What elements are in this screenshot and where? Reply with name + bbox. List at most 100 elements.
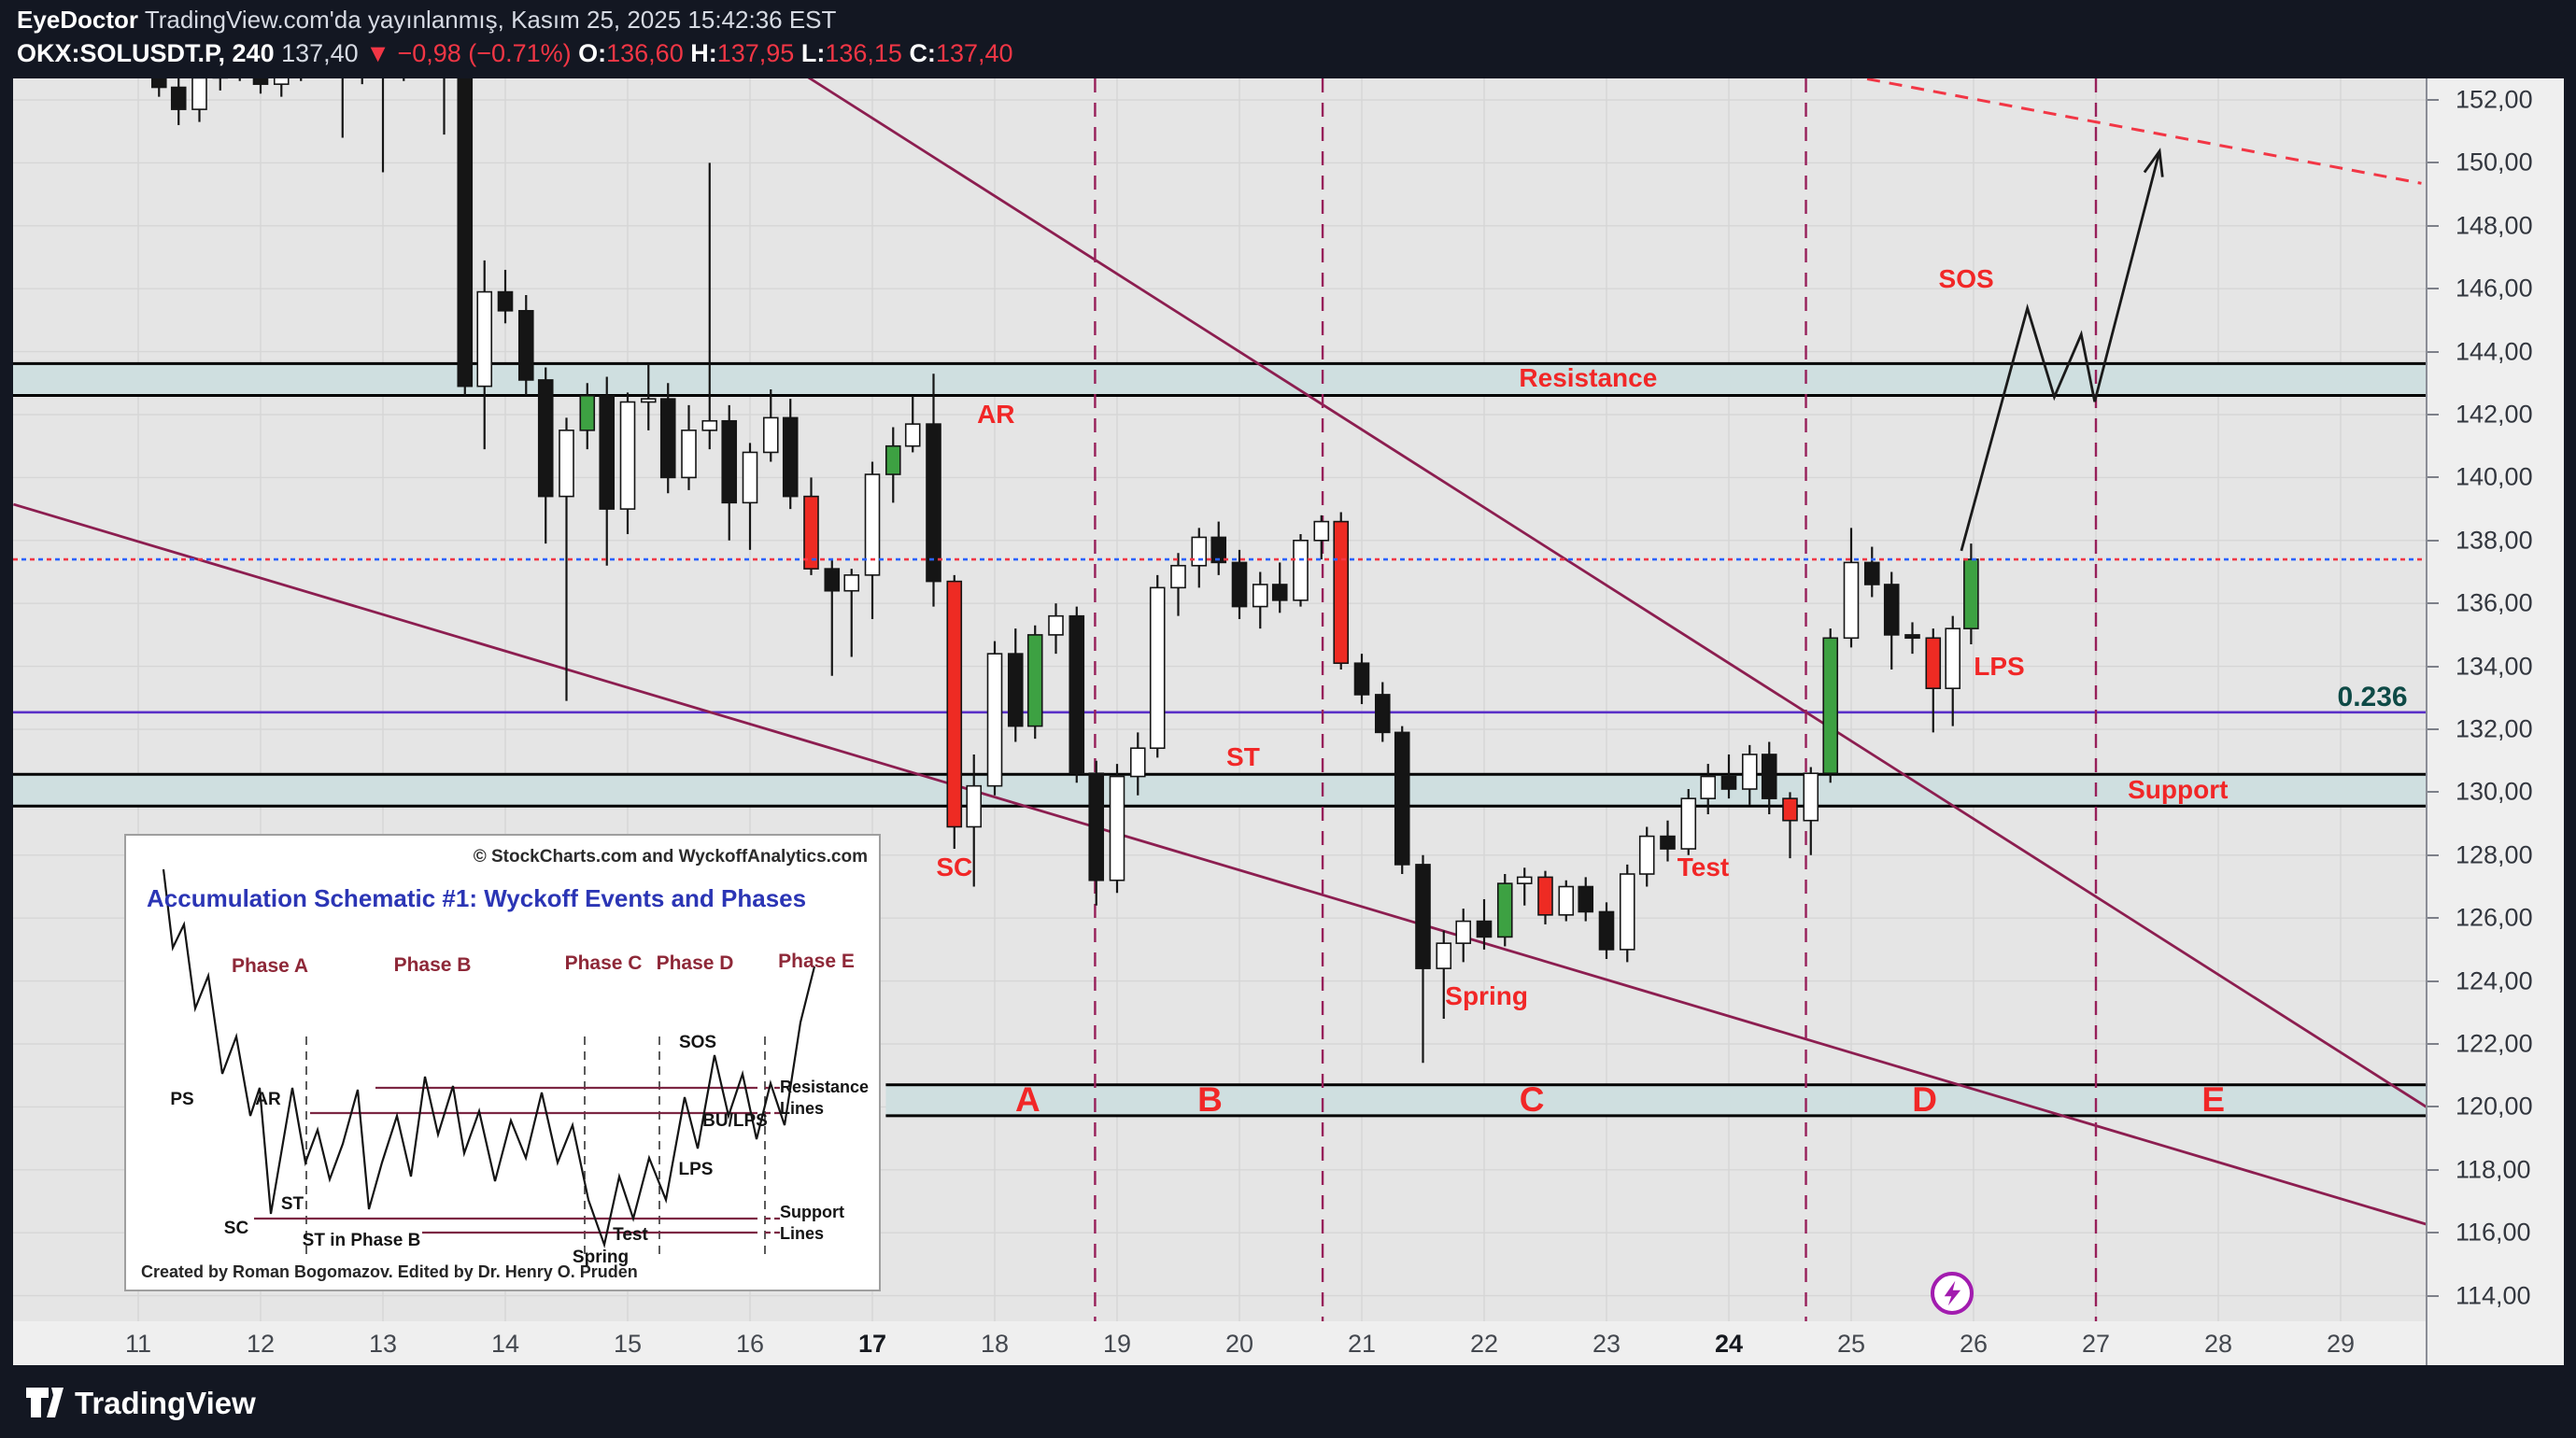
time-tick-label-20: 20 bbox=[1224, 1330, 1254, 1358]
time-tick-label-11: 11 bbox=[124, 1330, 152, 1358]
inset-event-sos: SOS bbox=[678, 1033, 717, 1052]
price-tick-label: 138,00 bbox=[2456, 526, 2533, 555]
time-tick-label-16: 16 bbox=[735, 1330, 765, 1358]
inset-event-bu-lps: BU/LPS bbox=[702, 1111, 768, 1131]
lightning-icon bbox=[1944, 1280, 1961, 1306]
price-tick-label: 144,00 bbox=[2456, 337, 2533, 366]
candlestick-canvas[interactable] bbox=[13, 78, 2426, 1321]
price-tick-mark bbox=[2427, 917, 2439, 920]
low-value: 136,15 bbox=[825, 39, 902, 67]
inset-line-label: Resistance Lines bbox=[780, 1078, 870, 1118]
inset-phase-a: Phase A bbox=[231, 955, 309, 977]
tradingview-logo-text[interactable]: TradingView bbox=[75, 1386, 256, 1420]
price-tick-mark bbox=[2427, 1043, 2439, 1045]
price-tick-mark bbox=[2427, 1232, 2439, 1234]
price-tick-label: 136,00 bbox=[2456, 588, 2533, 617]
price-tick-label: 146,00 bbox=[2456, 274, 2533, 303]
symbol-name[interactable]: OKX:SOLUSDT.P, 240 bbox=[17, 39, 275, 67]
inset-event-st: ST bbox=[280, 1194, 304, 1214]
high-label: H: bbox=[690, 39, 717, 67]
time-tick-label-15: 15 bbox=[613, 1330, 643, 1358]
price-tick-label: 140,00 bbox=[2456, 462, 2533, 491]
price-tick-mark bbox=[2427, 350, 2439, 353]
time-tick-label-21: 21 bbox=[1347, 1330, 1377, 1358]
time-tick-label-17: 17 bbox=[857, 1330, 887, 1358]
inset-event-ps: PS bbox=[170, 1090, 194, 1109]
price-tick-mark bbox=[2427, 476, 2439, 479]
price-tick-mark bbox=[2427, 224, 2439, 227]
close-label: C: bbox=[909, 39, 936, 67]
tradingview-logo-icon[interactable] bbox=[24, 1382, 65, 1423]
price-tick-mark bbox=[2427, 791, 2439, 794]
price-tick-mark bbox=[2427, 414, 2439, 416]
price-tick-label: 134,00 bbox=[2456, 652, 2533, 681]
time-tick-label-24: 24 bbox=[1714, 1330, 1744, 1358]
time-tick-label-29: 29 bbox=[2326, 1330, 2356, 1358]
inset-event-sc: SC bbox=[223, 1219, 249, 1238]
price-tick-mark bbox=[2427, 728, 2439, 730]
price-tick-label: 130,00 bbox=[2456, 777, 2533, 806]
inset-event-spring: Spring bbox=[572, 1248, 630, 1267]
price-tick-mark bbox=[2427, 602, 2439, 605]
inset-credit: Created by Roman Bogomazov. Edited by Dr… bbox=[141, 1262, 638, 1281]
time-tick-label-28: 28 bbox=[2203, 1330, 2233, 1358]
price-tick-label: 126,00 bbox=[2456, 903, 2533, 932]
price-axis[interactable]: 152,00 150,00 148,00 146,00 144,00 142,00 140,… bbox=[2426, 78, 2564, 1365]
inset-event-lps: LPS bbox=[678, 1160, 714, 1179]
down-triangle-icon: ▼ bbox=[365, 39, 390, 67]
close-value: 137,40 bbox=[935, 39, 1013, 67]
price-tick-label: 152,00 bbox=[2456, 85, 2533, 114]
time-tick-label-23: 23 bbox=[1592, 1330, 1621, 1358]
price-tick-label: 118,00 bbox=[2456, 1155, 2531, 1184]
inset-event-st-in-phase-b: ST in Phase B bbox=[302, 1231, 421, 1250]
price-tick-mark bbox=[2427, 288, 2439, 290]
price-tick-label: 114,00 bbox=[2456, 1281, 2531, 1310]
price-tick-label: 128,00 bbox=[2456, 840, 2533, 869]
publish-info: TradingView.com'da yayınlanmış, Kasım 25… bbox=[144, 6, 837, 34]
inset-phase-c: Phase C bbox=[564, 952, 643, 974]
price-tick-mark bbox=[2427, 162, 2439, 164]
open-value: 136,60 bbox=[606, 39, 684, 67]
time-tick-label-12: 12 bbox=[246, 1330, 276, 1358]
inset-phase-d: Phase D bbox=[656, 952, 734, 974]
publish-line: EyeDoctor TradingView.com'da yayınlanmış… bbox=[17, 6, 836, 35]
price-tick-mark bbox=[2427, 539, 2439, 542]
price-tick-mark bbox=[2427, 1294, 2439, 1297]
price-tick-label: 116,00 bbox=[2456, 1218, 2531, 1247]
price-tick-mark bbox=[2427, 980, 2439, 982]
price-tick-label: 142,00 bbox=[2456, 400, 2533, 429]
price-tick-mark bbox=[2427, 665, 2439, 668]
chart-header: EyeDoctor TradingView.com'da yayınlanmış… bbox=[0, 0, 2576, 78]
last-price: 137,40 bbox=[281, 39, 359, 67]
price-tick-label: 124,00 bbox=[2456, 966, 2533, 995]
time-axis[interactable]: 11 12 13 14 15 16 17 18 19 20 21 22 23 24 25 26 27 28 29 bbox=[13, 1321, 2426, 1365]
price-tick-label: 148,00 bbox=[2456, 211, 2533, 240]
low-label: L: bbox=[800, 39, 826, 67]
schematic-drawing bbox=[162, 868, 816, 1261]
price-tick-mark bbox=[2427, 1168, 2439, 1171]
footer-bar: TradingView bbox=[0, 1365, 2576, 1438]
price-tick-label: 150,00 bbox=[2456, 148, 2533, 176]
lightning-reaction-badge[interactable] bbox=[1931, 1272, 1974, 1315]
time-tick-label-25: 25 bbox=[1836, 1330, 1866, 1358]
price-tick-label: 132,00 bbox=[2456, 714, 2533, 743]
inset-event-ar: AR bbox=[255, 1090, 281, 1109]
price-tick-label: 122,00 bbox=[2456, 1029, 2533, 1058]
price-tick-mark bbox=[2427, 99, 2439, 101]
time-tick-label-27: 27 bbox=[2081, 1330, 2111, 1358]
high-value: 137,95 bbox=[716, 39, 795, 67]
price-change: −0,98 (−0.71%) bbox=[397, 39, 572, 67]
author-name: EyeDoctor bbox=[17, 6, 139, 34]
inset-phase-b: Phase B bbox=[393, 954, 472, 976]
price-tick-label: 120,00 bbox=[2456, 1092, 2533, 1121]
open-label: O: bbox=[578, 39, 607, 67]
inset-phase-e: Phase E bbox=[778, 951, 855, 972]
inset-event-test: Test bbox=[613, 1225, 648, 1245]
symbol-line: OKX:SOLUSDT.P, 240 137,40 ▼ −0,98 (−0.71… bbox=[17, 39, 1013, 68]
inset-line-label: Support Lines bbox=[780, 1203, 844, 1243]
time-tick-label-14: 14 bbox=[490, 1330, 520, 1358]
time-tick-label-22: 22 bbox=[1469, 1330, 1499, 1358]
time-tick-label-13: 13 bbox=[368, 1330, 398, 1358]
wyckoff-schematic-inset: © StockCharts.com and WyckoffAnalytics.c… bbox=[124, 834, 881, 1291]
price-tick-mark bbox=[2427, 1106, 2439, 1108]
